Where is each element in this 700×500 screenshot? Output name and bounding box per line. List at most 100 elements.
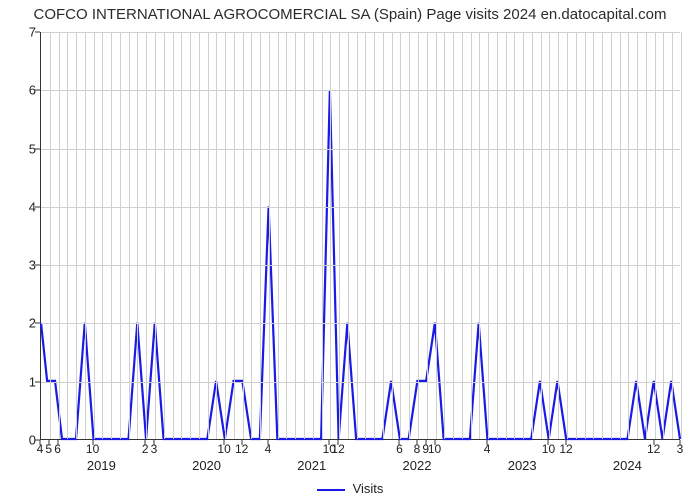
gridline-v <box>260 32 261 439</box>
gridline-v <box>181 32 182 439</box>
gridline-v <box>383 32 384 439</box>
gridline-v <box>427 32 428 439</box>
gridline-v <box>628 32 629 439</box>
gridline-v <box>129 32 130 439</box>
xtick-label: 4 <box>484 442 491 456</box>
gridline-v <box>514 32 515 439</box>
gridline-v <box>111 32 112 439</box>
gridline-v <box>663 32 664 439</box>
gridline-v <box>374 32 375 439</box>
legend: Visits <box>0 481 700 496</box>
xtick-label: 12 <box>331 442 344 456</box>
gridline-v <box>155 32 156 439</box>
gridline-v <box>453 32 454 439</box>
gridline-v <box>234 32 235 439</box>
xtick-label: 4 <box>37 442 44 456</box>
ytick-label: 2 <box>6 316 36 331</box>
gridline-v <box>313 32 314 439</box>
legend-label: Visits <box>353 481 384 496</box>
gridline-v <box>278 32 279 439</box>
gridline-v <box>409 32 410 439</box>
gridline-v <box>646 32 647 439</box>
gridline-v <box>655 32 656 439</box>
xtick-label: 4 <box>265 442 272 456</box>
gridline-v <box>558 32 559 439</box>
xyear-label: 2019 <box>87 458 116 473</box>
gridline-v <box>102 32 103 439</box>
gridline-v <box>243 32 244 439</box>
xyear-label: 2021 <box>297 458 326 473</box>
ytick-label: 1 <box>6 374 36 389</box>
gridline-v <box>444 32 445 439</box>
gridline-v <box>497 32 498 439</box>
gridline-v <box>637 32 638 439</box>
gridline-v <box>199 32 200 439</box>
gridline-v <box>672 32 673 439</box>
gridline-v <box>488 32 489 439</box>
gridline-v <box>173 32 174 439</box>
ytick-label: 4 <box>6 199 36 214</box>
ytick-label: 3 <box>6 258 36 273</box>
xtick-label: 6 <box>54 442 61 456</box>
gridline-v <box>251 32 252 439</box>
gridline-v <box>304 32 305 439</box>
xtick-label: 10 <box>86 442 99 456</box>
xtick-label: 10 <box>542 442 555 456</box>
gridline-v <box>208 32 209 439</box>
gridline-v <box>620 32 621 439</box>
gridline-v <box>295 32 296 439</box>
xtick-label: 6 <box>396 442 403 456</box>
xtick-label: 12 <box>559 442 572 456</box>
chart-title: COFCO INTERNATIONAL AGROCOMERCIAL SA (Sp… <box>0 6 700 23</box>
gridline-v <box>322 32 323 439</box>
gridline-v <box>681 32 682 439</box>
chart-container: COFCO INTERNATIONAL AGROCOMERCIAL SA (Sp… <box>0 0 700 500</box>
gridline-v <box>94 32 95 439</box>
gridline-v <box>471 32 472 439</box>
gridline-v <box>541 32 542 439</box>
gridline-v <box>400 32 401 439</box>
gridline-v <box>392 32 393 439</box>
gridline-v <box>216 32 217 439</box>
gridline-v <box>462 32 463 439</box>
gridline-v <box>593 32 594 439</box>
gridline-v <box>549 32 550 439</box>
gridline-v <box>67 32 68 439</box>
gridline-v <box>418 32 419 439</box>
gridline-v <box>602 32 603 439</box>
gridline-v <box>365 32 366 439</box>
gridline-v <box>523 32 524 439</box>
gridline-v <box>164 32 165 439</box>
gridline-v <box>50 32 51 439</box>
ytick-label: 6 <box>6 83 36 98</box>
gridline-v <box>567 32 568 439</box>
gridline-v <box>286 32 287 439</box>
xyear-label: 2023 <box>508 458 537 473</box>
gridline-v <box>576 32 577 439</box>
gridline-v <box>348 32 349 439</box>
xtick-label: 10 <box>217 442 230 456</box>
ytick-label: 5 <box>6 141 36 156</box>
xtick-label: 12 <box>647 442 660 456</box>
xtick-label: 5 <box>45 442 52 456</box>
gridline-v <box>339 32 340 439</box>
gridline-v <box>479 32 480 439</box>
gridline-v <box>190 32 191 439</box>
gridline-v <box>357 32 358 439</box>
xyear-label: 2024 <box>613 458 642 473</box>
plot-area <box>40 32 680 440</box>
gridline-v <box>611 32 612 439</box>
ytick-label: 0 <box>6 433 36 448</box>
gridline-v <box>59 32 60 439</box>
xtick-label: 3 <box>151 442 158 456</box>
xtick-label: 3 <box>677 442 684 456</box>
gridline-v <box>137 32 138 439</box>
gridline-v <box>225 32 226 439</box>
xtick-label: 2 <box>142 442 149 456</box>
gridline-v <box>436 32 437 439</box>
legend-line-icon <box>317 489 345 491</box>
xtick-label: 8 <box>414 442 421 456</box>
xtick-label: 12 <box>235 442 248 456</box>
gridline-v <box>532 32 533 439</box>
gridline-v <box>85 32 86 439</box>
